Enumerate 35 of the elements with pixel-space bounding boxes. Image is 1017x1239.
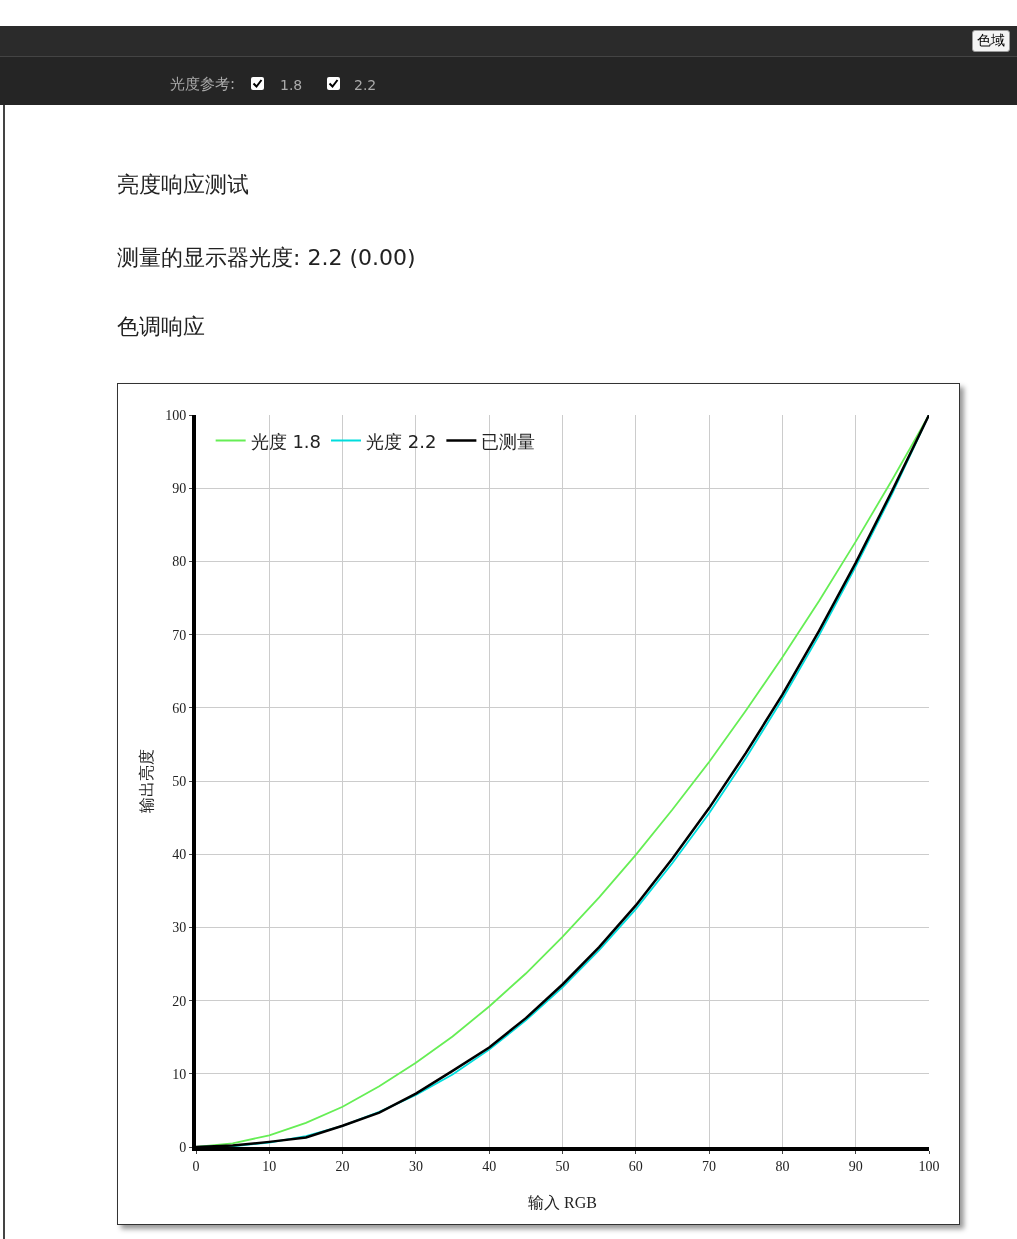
legend-label: 光度 1.8 [250, 430, 322, 452]
y-tick-label: 100 [165, 407, 187, 423]
x-tick-label: 50 [555, 1158, 570, 1174]
chart-title: 亮度响应测试 [117, 171, 249, 199]
x-tick-label: 70 [702, 1158, 717, 1174]
line-series [196, 415, 929, 1147]
legend-label: 光度 2.2 [366, 430, 437, 452]
x-tick-label: 10 [262, 1158, 277, 1174]
y-tick-label: 40 [172, 847, 187, 863]
x-tick-label: 80 [775, 1158, 790, 1174]
x-tick-label: 40 [482, 1158, 497, 1174]
text: 色域 [972, 30, 1010, 52]
x-tick-label: 30 [408, 1158, 423, 1174]
y-tick-label: 90 [172, 481, 187, 497]
y-tick-label: 50 [172, 773, 187, 789]
y-tick-label: 0 [179, 1139, 187, 1155]
y-tick-label: 70 [172, 627, 187, 643]
y-tick-label: 80 [172, 554, 187, 570]
y-axis-title: 输出亮度 [137, 749, 155, 813]
x-tick-label: 100 [918, 1158, 940, 1174]
x-tick-label: 20 [335, 1158, 350, 1174]
x-axis-title: 输入 RGB [528, 1194, 597, 1211]
text: 1.8 [280, 77, 303, 93]
y-tick-label: 60 [172, 700, 187, 716]
text: 光度参考: [170, 75, 236, 94]
text: 色调响应 [117, 313, 205, 341]
x-tick-label: 60 [628, 1158, 643, 1174]
y-tick-label: 10 [172, 1066, 187, 1082]
text: 2.2 [354, 77, 377, 93]
chart-subtitle: 测量的显示器光度: 2.2 (0.00) [117, 244, 416, 272]
x-tick-label: 0 [192, 1158, 200, 1174]
legend-label: 已测量 [481, 430, 536, 452]
y-tick-label: 30 [172, 920, 187, 936]
y-tick-label: 20 [172, 993, 187, 1009]
x-tick-label: 90 [848, 1158, 863, 1174]
